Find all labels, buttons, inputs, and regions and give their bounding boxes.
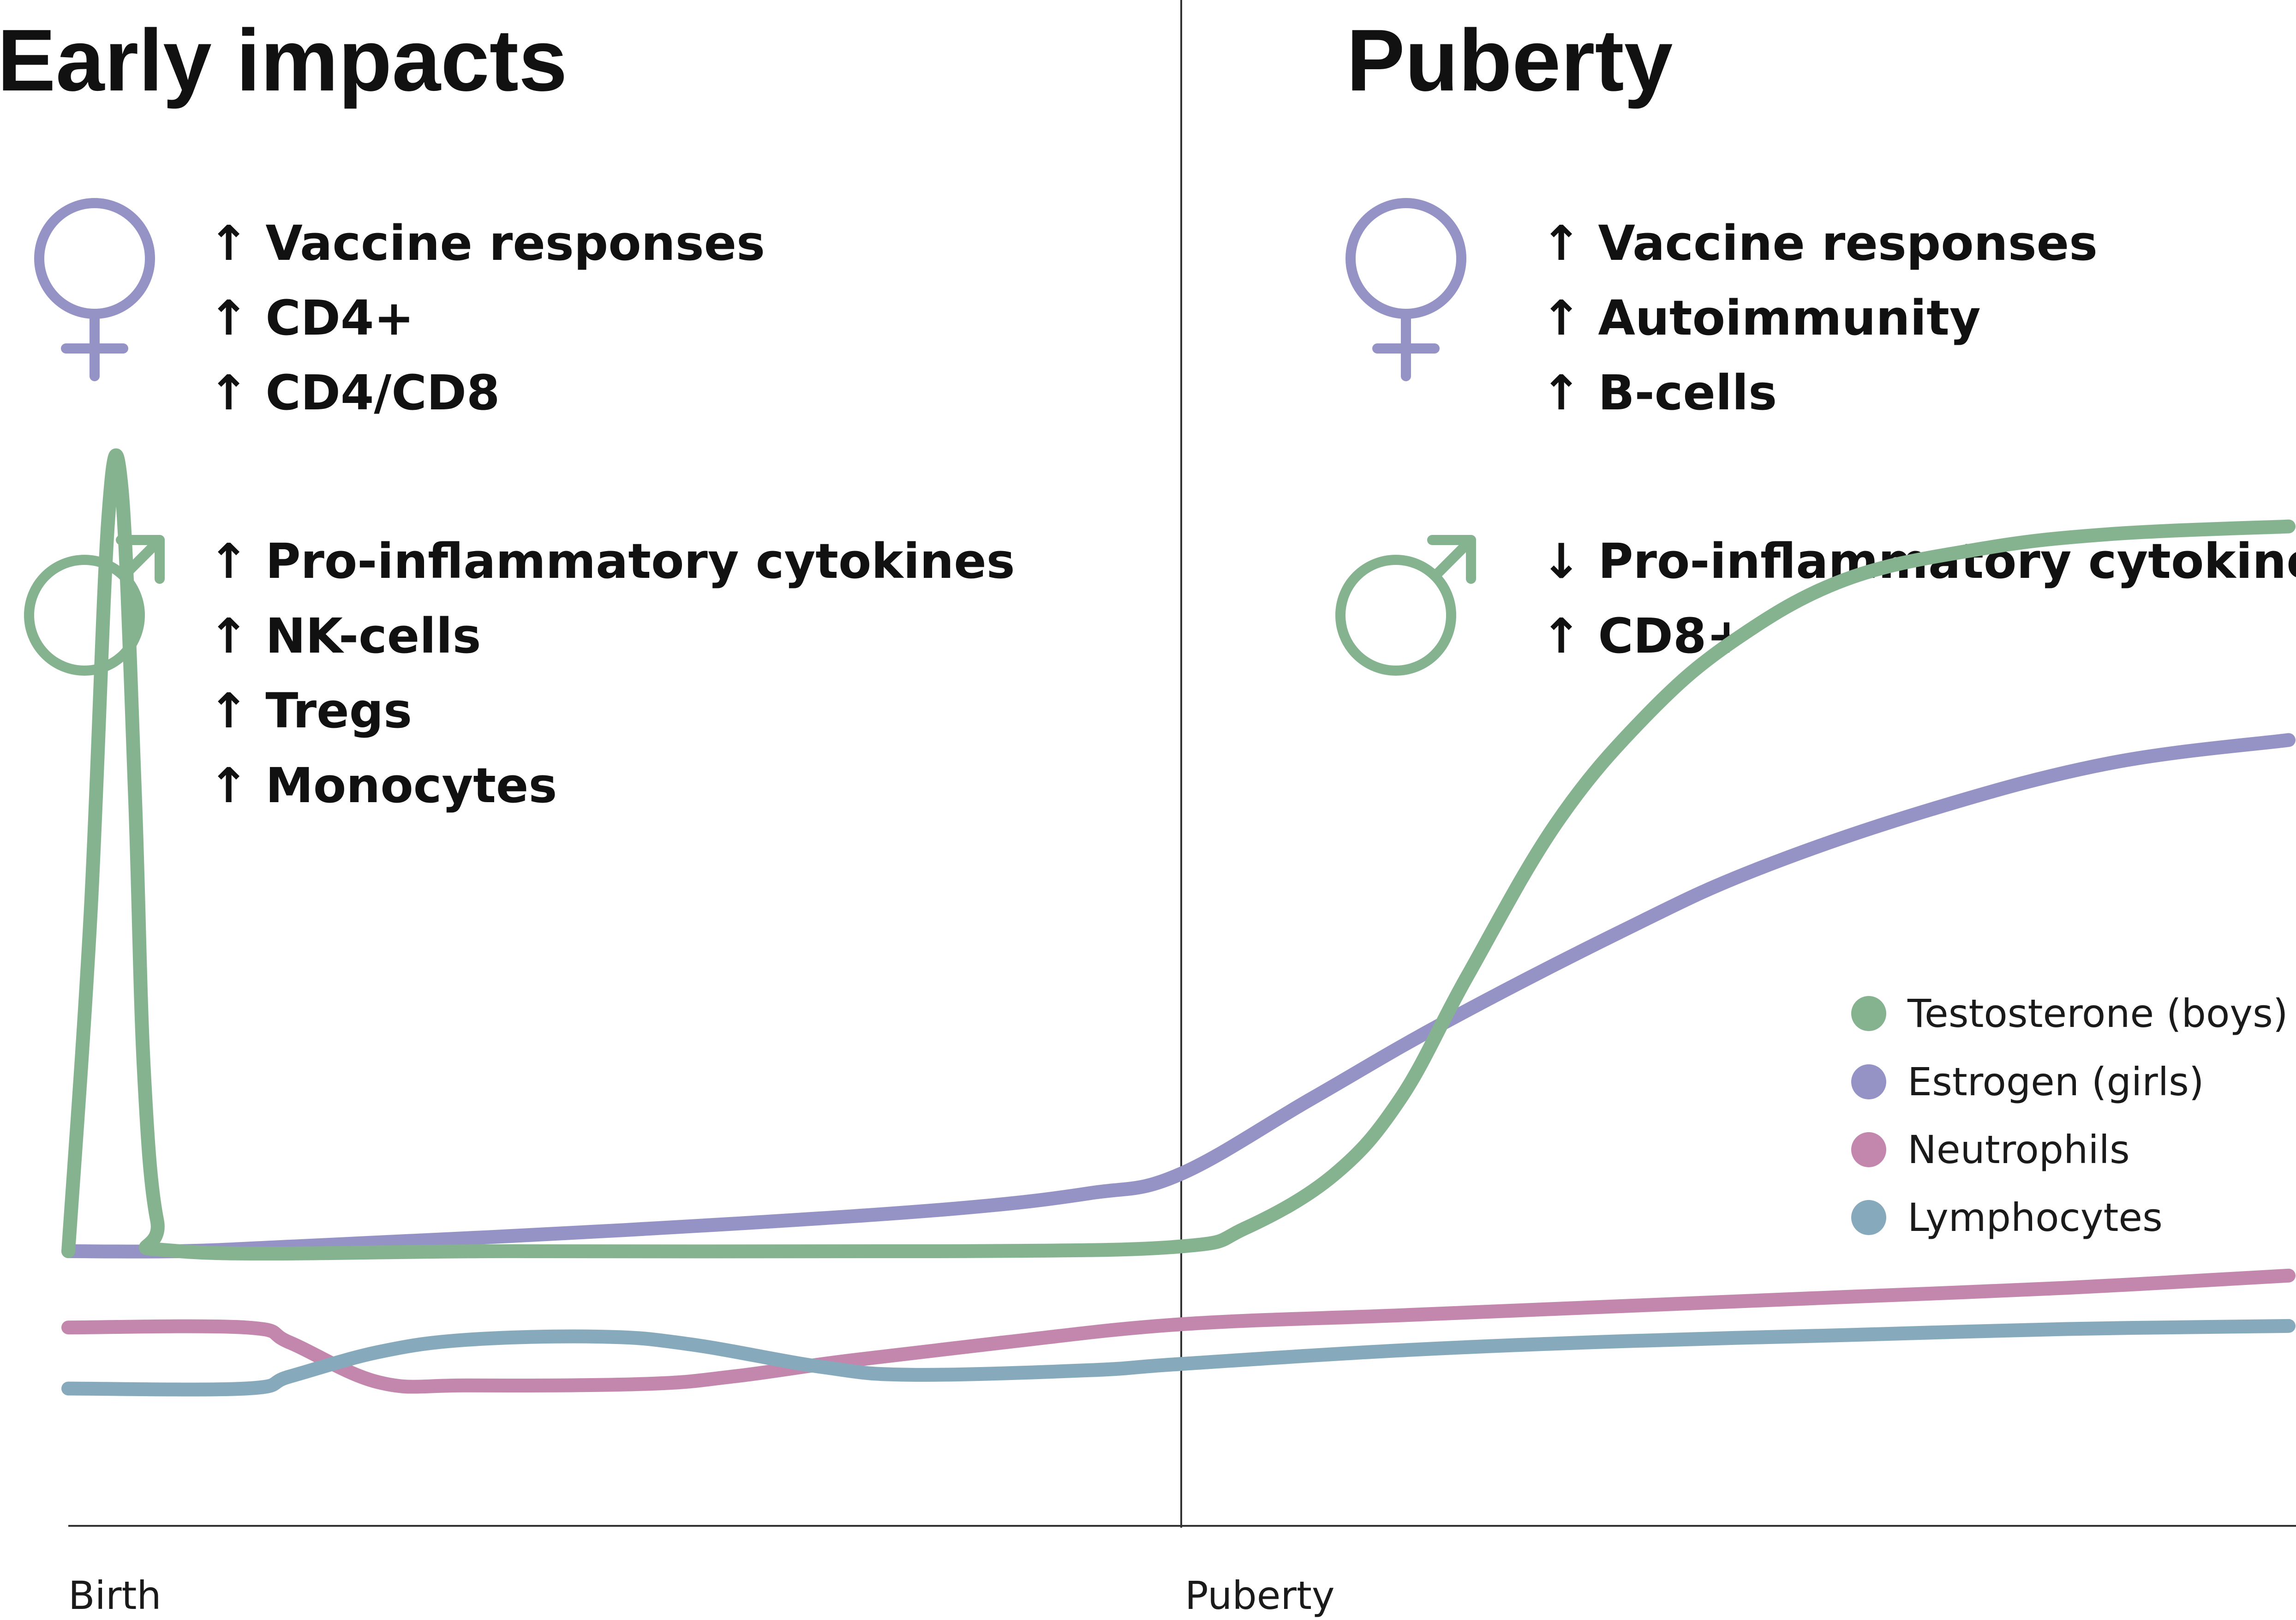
- heading-puberty: Puberty: [1346, 12, 1673, 109]
- heading-early-impacts: Early impacts: [0, 12, 568, 109]
- axis-label-birth: Birth: [68, 1573, 161, 1618]
- axis-label-puberty: Puberty: [1185, 1573, 1335, 1618]
- legend-label-neutrophils: Neutrophils: [1907, 1127, 2130, 1172]
- female-symbol-icon: [1345, 198, 1466, 381]
- male-symbol-icon: [1335, 535, 1476, 676]
- legend-swatch-neutrophils: [1851, 1132, 1886, 1167]
- legend-swatch-lymphocytes: [1851, 1200, 1886, 1235]
- legend-label-estrogen: Estrogen (girls): [1907, 1059, 2204, 1104]
- effect-item: ↑ CD4/CD8: [209, 365, 500, 421]
- effect-item: ↑ NK-cells: [209, 608, 481, 664]
- legend: Testosterone (boys) Estrogen (girls) Neu…: [1851, 991, 2288, 1240]
- effect-item: ↑ Vaccine responses: [1541, 215, 2098, 271]
- series-line-testosterone: [61, 448, 2296, 1261]
- series-line-lymphocytes: [61, 1319, 2296, 1397]
- effect-item: ↑ Vaccine responses: [209, 215, 765, 271]
- effect-item: ↑ Autoimmunity: [1541, 290, 1981, 346]
- legend-label-testosterone: Testosterone (boys): [1907, 991, 2288, 1036]
- series-line-estrogen: [61, 733, 2296, 1259]
- female-symbol-icon: [34, 198, 155, 381]
- chart-curves: [61, 448, 2296, 1397]
- early-female-effects: ↑ Vaccine responses ↑ CD4+ ↑ CD4/CD8: [209, 215, 765, 421]
- legend-swatch-estrogen: [1851, 1064, 1886, 1099]
- legend-label-lymphocytes: Lymphocytes: [1907, 1195, 2163, 1240]
- legend-swatch-testosterone: [1851, 996, 1886, 1031]
- effect-item: ↑ B-cells: [1541, 365, 1777, 421]
- effect-item: ↑ CD4+: [209, 290, 414, 346]
- early-male-effects: ↑ Pro-inflammatory cytokines ↑ NK-cells …: [209, 533, 1015, 814]
- male-symbol-icon: [24, 535, 165, 676]
- puberty-female-effects: ↑ Vaccine responses ↑ Autoimmunity ↑ B-c…: [1541, 215, 2098, 421]
- effect-item: ↑ Tregs: [209, 683, 412, 739]
- effect-item: ↑ Monocytes: [209, 757, 557, 814]
- series-line-neutrophils: [61, 1268, 2296, 1394]
- effect-item: ↑ Pro-inflammatory cytokines: [209, 533, 1015, 589]
